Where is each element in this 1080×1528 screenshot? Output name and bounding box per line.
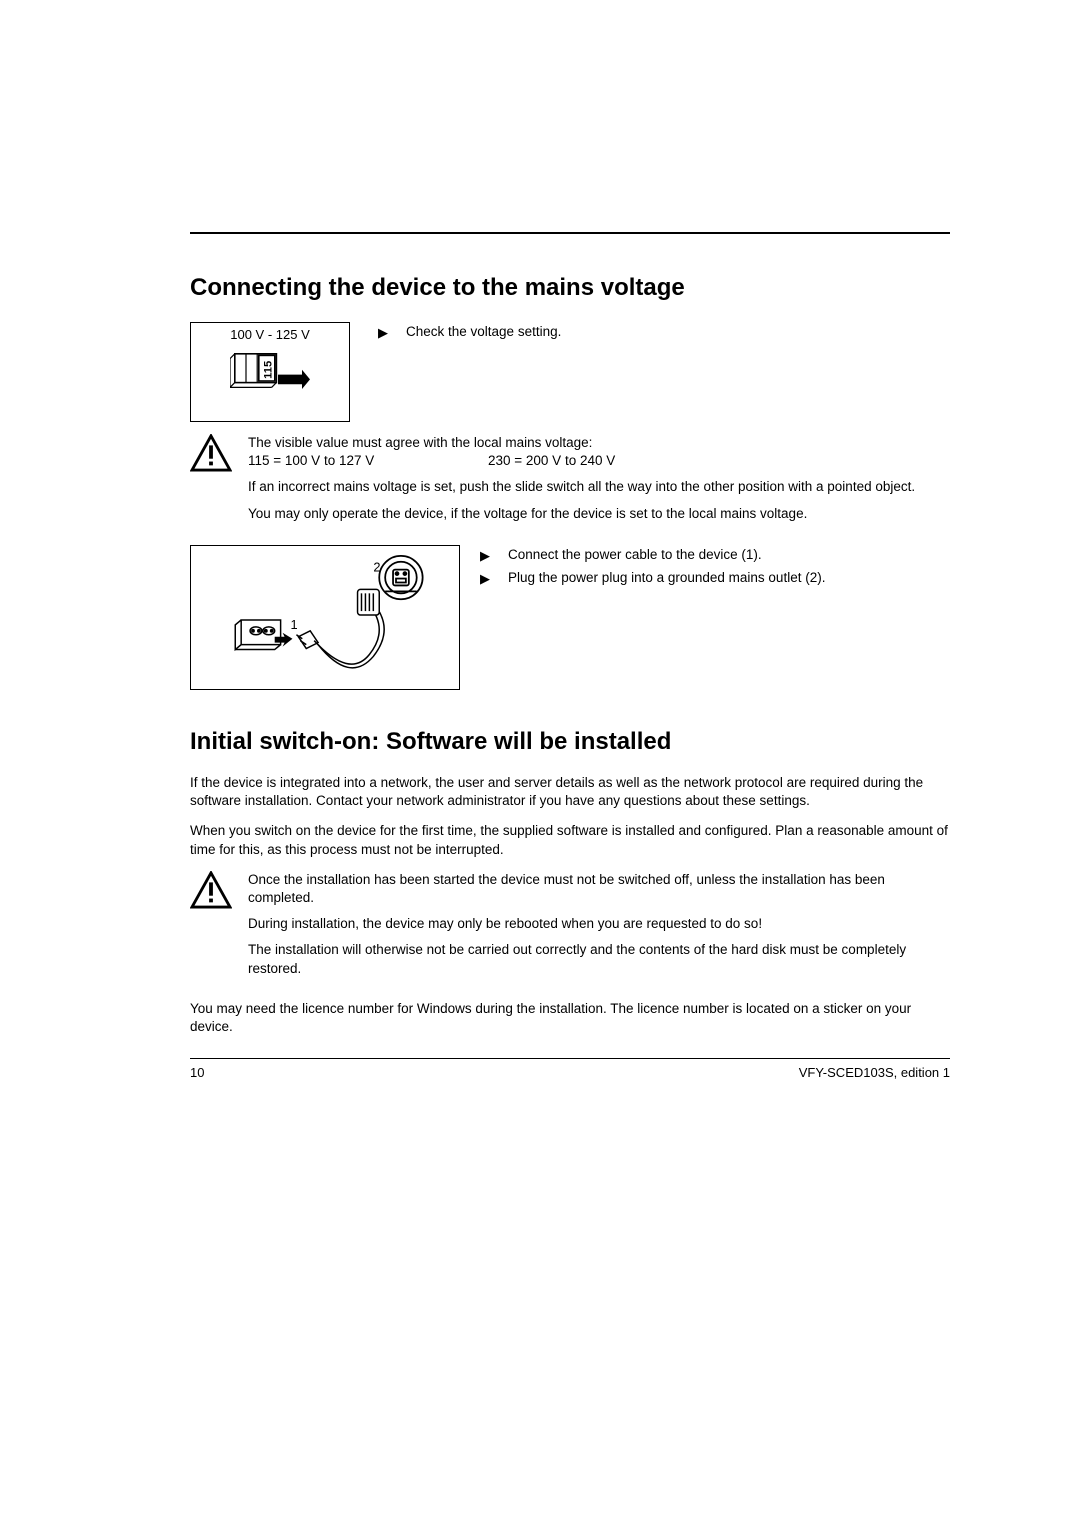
section2-p3: You may need the licence number for Wind… [190,1000,950,1036]
bullet-list-1: ▶ Check the voltage setting. [378,324,561,347]
bullet-marker-icon: ▶ [480,548,490,564]
warn2-p2: During installation, the device may only… [248,915,950,933]
figure-2-row: 1 [190,545,950,690]
page-content: Connecting the device to the mains volta… [190,232,950,1048]
warning-2-body: Once the installation has been started t… [248,871,950,986]
warning-icon [190,871,232,909]
bullet-marker-icon: ▶ [480,571,490,587]
warn1-p3: You may only operate the device, if the … [248,505,950,523]
warn2-p3: The installation will otherwise not be c… [248,941,950,977]
bullet-list-2: ▶ Connect the power cable to the device … [480,547,825,593]
voltage-switch-figure: 100 V - 125 V 115 [190,322,350,422]
voltage-switch-icon: 115 [230,348,310,398]
bullet-text: Connect the power cable to the device (1… [508,547,762,562]
warn1-p2: If an incorrect mains voltage is set, pu… [248,478,950,496]
footer-divider [190,1058,950,1059]
warning-2: Once the installation has been started t… [190,871,950,986]
power-connection-icon: 1 [191,546,459,689]
warn1-v2: 230 = 200 V to 240 V [488,452,615,470]
section-1-title: Connecting the device to the mains volta… [190,274,950,302]
warn2-p1: Once the installation has been started t… [248,871,950,907]
section2-p2: When you switch on the device for the fi… [190,822,950,858]
warning-1: The visible value must agree with the lo… [190,434,950,531]
top-divider [190,232,950,234]
fig2-label-1: 1 [290,617,297,632]
voltage-range-label: 100 V - 125 V [230,327,310,342]
fig2-label-2: 2 [373,560,380,575]
power-cable-figure: 1 [190,545,460,690]
page-number: 10 [190,1065,204,1080]
doc-id: VFY-SCED103S, edition 1 [799,1065,950,1080]
bullet-item: ▶ Connect the power cable to the device … [480,547,825,564]
bullet-text: Check the voltage setting. [406,324,561,339]
section2-p1: If the device is integrated into a netwo… [190,774,950,810]
bullet-text: Plug the power plug into a grounded main… [508,570,825,585]
bullet-marker-icon: ▶ [378,325,388,341]
warn1-v1: 115 = 100 V to 127 V [248,452,488,470]
svg-text:115: 115 [263,361,275,379]
figure-1-row: 100 V - 125 V 115 ▶ Check the voltage se… [190,322,950,422]
warning-1-body: The visible value must agree with the lo… [248,434,950,531]
warning-icon [190,434,232,472]
warn1-line1: The visible value must agree with the lo… [248,435,592,450]
section-2-title: Initial switch-on: Software will be inst… [190,728,950,756]
bullet-item: ▶ Plug the power plug into a grounded ma… [480,570,825,587]
bullet-item: ▶ Check the voltage setting. [378,324,561,341]
page-footer: 10 VFY-SCED103S, edition 1 [190,1058,950,1080]
